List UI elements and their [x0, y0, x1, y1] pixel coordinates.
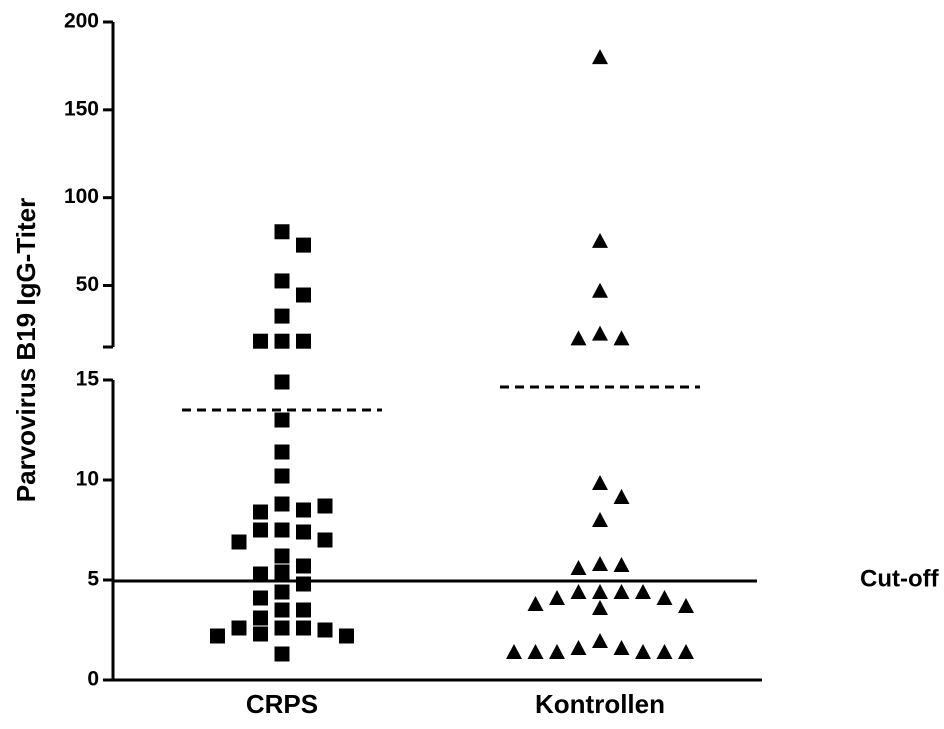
x-tick-label: Kontrollen — [535, 689, 665, 719]
data-point — [592, 633, 608, 648]
data-point — [592, 282, 608, 298]
y-tick-label: 15 — [76, 368, 100, 391]
data-point — [592, 512, 608, 527]
data-point — [253, 626, 268, 642]
data-point — [274, 564, 290, 580]
data-point — [296, 558, 311, 574]
data-point — [570, 560, 587, 575]
data-point — [274, 374, 290, 390]
data-point — [296, 237, 311, 253]
data-point — [678, 644, 694, 659]
data-point — [253, 522, 268, 538]
data-point — [296, 502, 311, 518]
data-point — [592, 325, 608, 341]
data-point — [613, 330, 630, 346]
data-point — [613, 584, 630, 599]
data-point — [317, 532, 333, 548]
data-point — [231, 620, 247, 636]
y-tick-label: 10 — [76, 468, 99, 491]
data-point — [274, 522, 290, 538]
data-point — [656, 644, 673, 659]
data-point — [570, 330, 587, 346]
data-point — [296, 602, 311, 618]
data-point — [253, 333, 268, 349]
data-point — [613, 489, 630, 504]
data-point — [570, 640, 587, 655]
data-point — [592, 232, 608, 248]
data-point — [317, 622, 333, 638]
data-point — [274, 468, 290, 484]
data-point — [274, 333, 290, 349]
data-point — [656, 590, 673, 605]
data-point — [527, 644, 544, 659]
data-point — [592, 584, 608, 599]
data-point — [274, 308, 290, 324]
data-point — [274, 602, 290, 618]
data-point — [592, 556, 608, 571]
data-point — [274, 584, 290, 600]
data-point — [678, 598, 694, 613]
data-point — [274, 496, 290, 512]
data-point — [613, 640, 630, 655]
data-point — [274, 273, 290, 289]
data-point — [549, 644, 565, 659]
data-point — [635, 644, 651, 659]
data-point — [635, 584, 651, 599]
x-tick-label: CRPS — [246, 689, 318, 719]
data-point — [253, 590, 268, 606]
data-point — [506, 644, 522, 659]
data-point — [613, 557, 630, 572]
data-point — [274, 646, 290, 662]
y-tick-label: 5 — [87, 568, 99, 591]
data-point — [296, 287, 311, 303]
y-axis-label: Parvovirus B19 IgG-Titer — [11, 198, 41, 502]
data-point — [339, 628, 354, 644]
data-point — [296, 620, 311, 636]
data-point — [274, 224, 290, 240]
data-point — [549, 590, 565, 605]
data-point — [253, 610, 268, 626]
data-point — [317, 498, 333, 514]
data-point — [570, 584, 587, 599]
y-tick-label: 200 — [64, 10, 99, 33]
cutoff-annotation: Cut-off 3.5 — [860, 565, 944, 592]
data-point — [592, 600, 608, 615]
data-point — [296, 333, 311, 349]
data-point — [274, 620, 290, 636]
y-tick-label: 150 — [64, 97, 99, 120]
data-point — [296, 576, 311, 592]
data-point — [296, 524, 311, 540]
data-point — [274, 444, 290, 460]
data-point — [274, 412, 290, 428]
y-tick-label: 50 — [76, 273, 99, 296]
data-point — [253, 504, 268, 520]
data-point — [274, 548, 290, 564]
data-point — [253, 566, 268, 582]
data-point — [592, 475, 608, 490]
data-point — [210, 628, 225, 644]
y-tick-label: 0 — [87, 668, 99, 691]
y-tick-label: 100 — [64, 185, 99, 208]
data-point — [527, 596, 544, 611]
data-point — [592, 49, 608, 65]
data-point — [231, 534, 247, 550]
